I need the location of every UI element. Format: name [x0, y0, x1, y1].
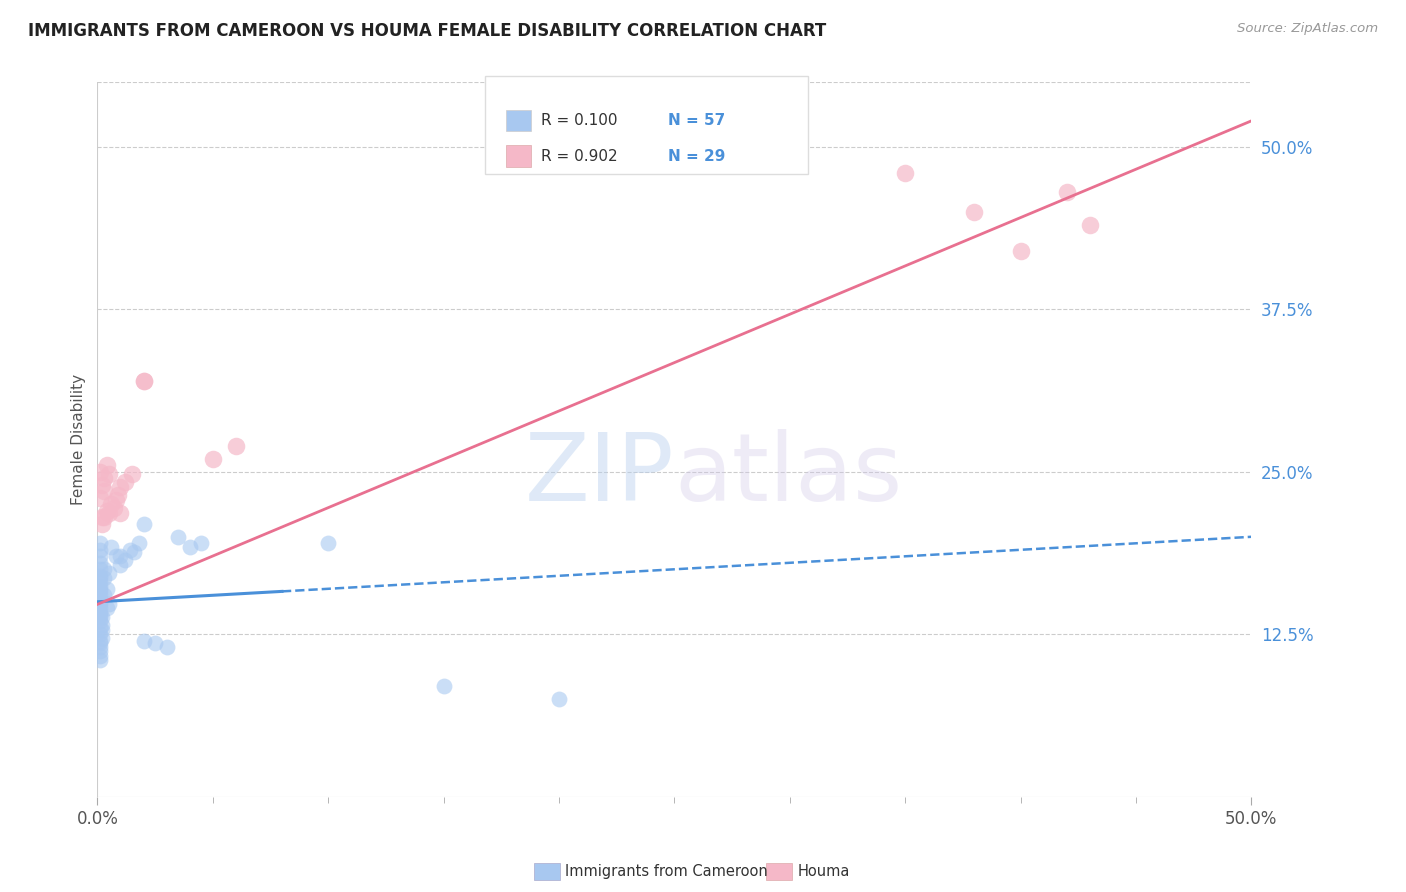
- Point: [107, 488, 129, 502]
- Point: [97, 566, 120, 581]
- Point: [103, 501, 125, 516]
- Point: [143, 636, 166, 650]
- Point: [124, 545, 146, 559]
- Point: [91, 610, 114, 624]
- Point: [1078, 218, 1101, 232]
- Y-axis label: Female Disability: Female Disability: [72, 374, 86, 505]
- Text: ZIP: ZIP: [524, 429, 675, 521]
- Point: [110, 480, 132, 494]
- Point: [89, 627, 111, 641]
- Point: [89, 636, 111, 650]
- Point: [96, 458, 118, 473]
- Point: [89, 579, 111, 593]
- Point: [89, 615, 111, 629]
- Point: [91, 631, 114, 645]
- Point: [89, 644, 111, 658]
- Point: [179, 540, 201, 554]
- Text: Houma: Houma: [797, 864, 849, 879]
- Point: [89, 491, 111, 505]
- Point: [89, 536, 111, 550]
- Point: [97, 507, 120, 521]
- Point: [89, 569, 111, 583]
- Point: [963, 205, 986, 219]
- Text: N = 57: N = 57: [668, 113, 725, 128]
- Point: [89, 549, 111, 564]
- Point: [89, 640, 111, 655]
- Point: [110, 549, 132, 564]
- Point: [89, 601, 111, 615]
- Point: [190, 536, 212, 550]
- Point: [91, 510, 114, 524]
- Point: [128, 536, 150, 550]
- Point: [114, 475, 136, 490]
- Point: [110, 558, 132, 573]
- Point: [89, 598, 111, 612]
- Point: [89, 575, 111, 590]
- Point: [89, 584, 111, 599]
- Point: [155, 640, 177, 655]
- Point: [93, 484, 115, 499]
- Point: [96, 582, 118, 596]
- Point: [104, 493, 127, 508]
- Point: [132, 633, 155, 648]
- Point: [89, 571, 111, 585]
- Point: [201, 451, 224, 466]
- Point: [89, 610, 111, 624]
- Point: [225, 439, 247, 453]
- Point: [1010, 244, 1032, 258]
- Point: [91, 624, 114, 638]
- Text: R = 0.100: R = 0.100: [541, 113, 617, 128]
- Point: [91, 516, 114, 531]
- Point: [89, 465, 111, 479]
- Text: R = 0.902: R = 0.902: [541, 149, 617, 163]
- Point: [93, 510, 115, 524]
- Point: [316, 536, 339, 550]
- Point: [89, 633, 111, 648]
- Point: [93, 471, 115, 485]
- Point: [1056, 186, 1078, 200]
- Point: [91, 478, 114, 492]
- Point: [118, 542, 141, 557]
- Point: [89, 562, 111, 576]
- Point: [89, 621, 111, 635]
- Point: [89, 582, 111, 596]
- Text: Source: ZipAtlas.com: Source: ZipAtlas.com: [1237, 22, 1378, 36]
- Point: [93, 571, 115, 585]
- Point: [104, 549, 127, 564]
- Point: [894, 166, 917, 180]
- Point: [548, 692, 571, 706]
- Point: [97, 598, 120, 612]
- Text: N = 29: N = 29: [668, 149, 725, 163]
- Point: [89, 649, 111, 664]
- Point: [89, 653, 111, 667]
- Point: [89, 592, 111, 607]
- Point: [432, 679, 454, 693]
- Point: [100, 540, 122, 554]
- Point: [96, 601, 118, 615]
- Point: [91, 618, 114, 632]
- Point: [89, 605, 111, 619]
- Point: [110, 507, 132, 521]
- Point: [89, 607, 111, 622]
- Point: [93, 562, 115, 576]
- Point: [89, 556, 111, 570]
- Point: [132, 374, 155, 388]
- Point: [132, 516, 155, 531]
- Point: [167, 530, 190, 544]
- Text: IMMIGRANTS FROM CAMEROON VS HOUMA FEMALE DISABILITY CORRELATION CHART: IMMIGRANTS FROM CAMEROON VS HOUMA FEMALE…: [28, 22, 827, 40]
- Point: [97, 467, 120, 482]
- Point: [89, 595, 111, 609]
- Point: [100, 497, 122, 511]
- Point: [89, 588, 111, 602]
- Point: [89, 542, 111, 557]
- Point: [114, 553, 136, 567]
- Text: Immigrants from Cameroon: Immigrants from Cameroon: [565, 864, 768, 879]
- Point: [96, 504, 118, 518]
- Point: [121, 467, 143, 482]
- Point: [132, 374, 155, 388]
- Point: [93, 588, 115, 602]
- Text: atlas: atlas: [675, 429, 903, 521]
